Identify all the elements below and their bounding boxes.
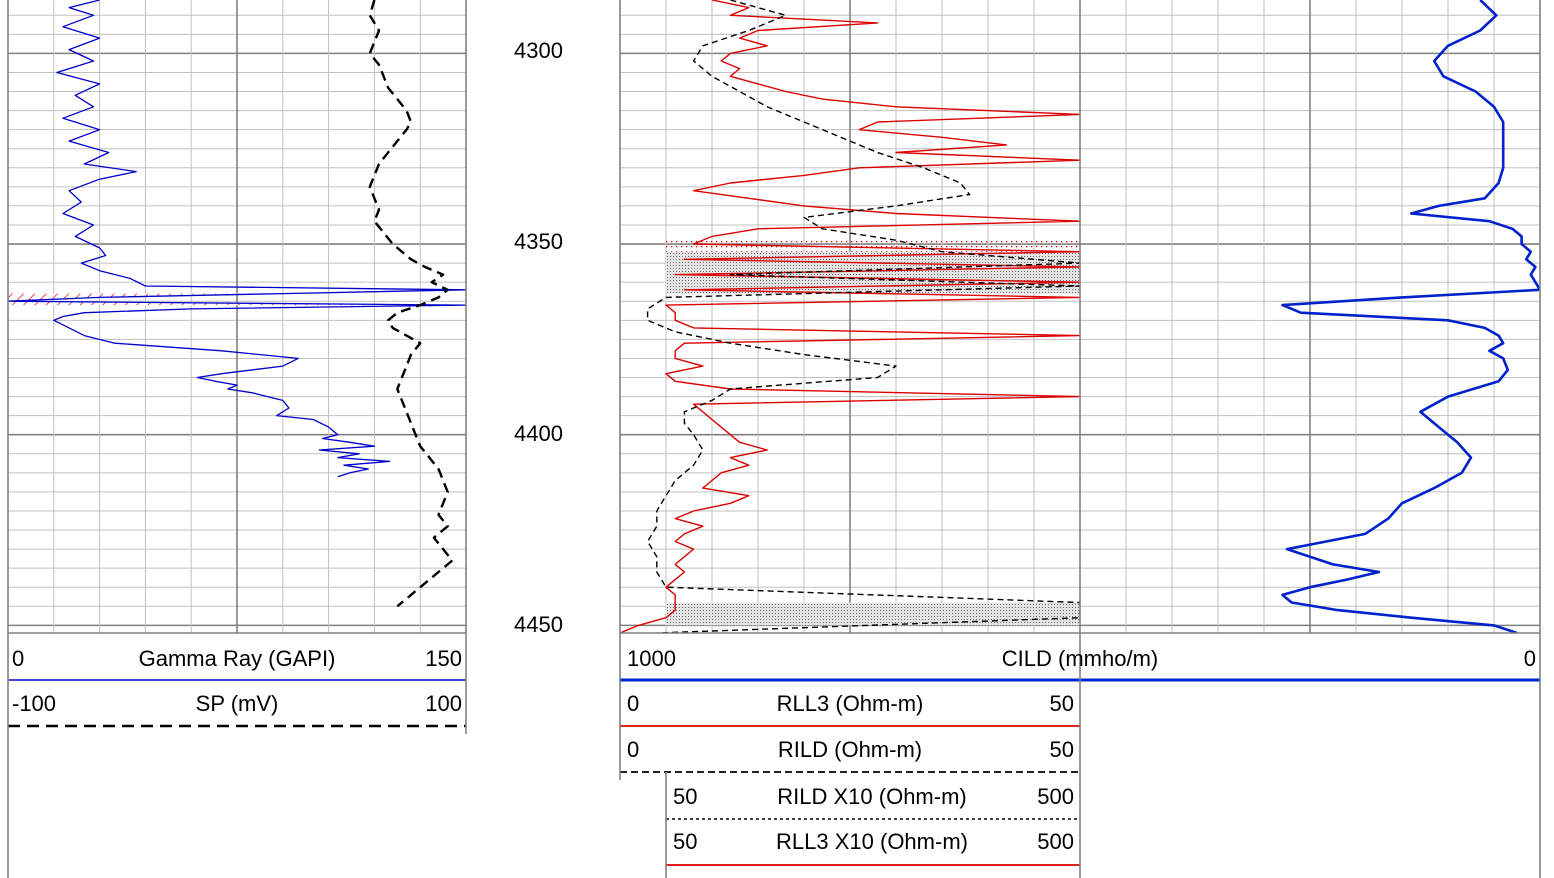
track3-grid — [1079, 0, 1541, 633]
rll3-x10-name: RLL3 X10 (Ohm-m) — [776, 829, 968, 854]
track2-grid — [619, 0, 1081, 633]
depth-label-4450: 4450 — [514, 612, 563, 637]
rild-x10-min: 50 — [673, 784, 698, 809]
rll3-min: 0 — [627, 691, 640, 716]
gamma-ray-min: 0 — [12, 646, 25, 671]
rild-x10-max: 500 — [1037, 784, 1074, 809]
cild-name: CILD (mmho/m) — [1001, 646, 1159, 671]
gamma-ray-name: Gamma Ray (GAPI) — [138, 646, 336, 671]
cild-min: 1000 — [627, 646, 676, 671]
sp-curve — [368, 0, 454, 608]
sp-max: 100 — [425, 691, 462, 716]
rild-curve — [646, 0, 1080, 633]
rild-max: 50 — [1049, 737, 1074, 762]
frame — [7, 0, 1541, 878]
rild-name: RILD (Ohm-m) — [777, 737, 923, 762]
rll3-name: RLL3 (Ohm-m) — [776, 691, 924, 716]
rild-min: 0 — [627, 737, 640, 762]
rll3-max: 50 — [1049, 691, 1074, 716]
shade-track2-2 — [666, 602, 1080, 626]
sp-name: SP (mV) — [195, 691, 279, 716]
depth-label-4400: 4400 — [514, 421, 563, 446]
rll3-x10-min: 50 — [673, 829, 698, 854]
cild-max: 0 — [1523, 646, 1536, 671]
rll3-x10-max: 500 — [1037, 829, 1074, 854]
curves-layer — [8, 0, 1540, 633]
rild-x10-name: RILD X10 (Ohm-m) — [777, 784, 967, 809]
sp-min: -100 — [12, 691, 57, 716]
depth-label-4350: 4350 — [514, 229, 563, 254]
cild-curve — [1281, 0, 1540, 633]
gamma-ray-max: 150 — [425, 646, 462, 671]
gamma-ray-curve — [8, 0, 466, 478]
depth-label-4300: 4300 — [514, 38, 563, 63]
rll3-curve — [620, 0, 1080, 633]
